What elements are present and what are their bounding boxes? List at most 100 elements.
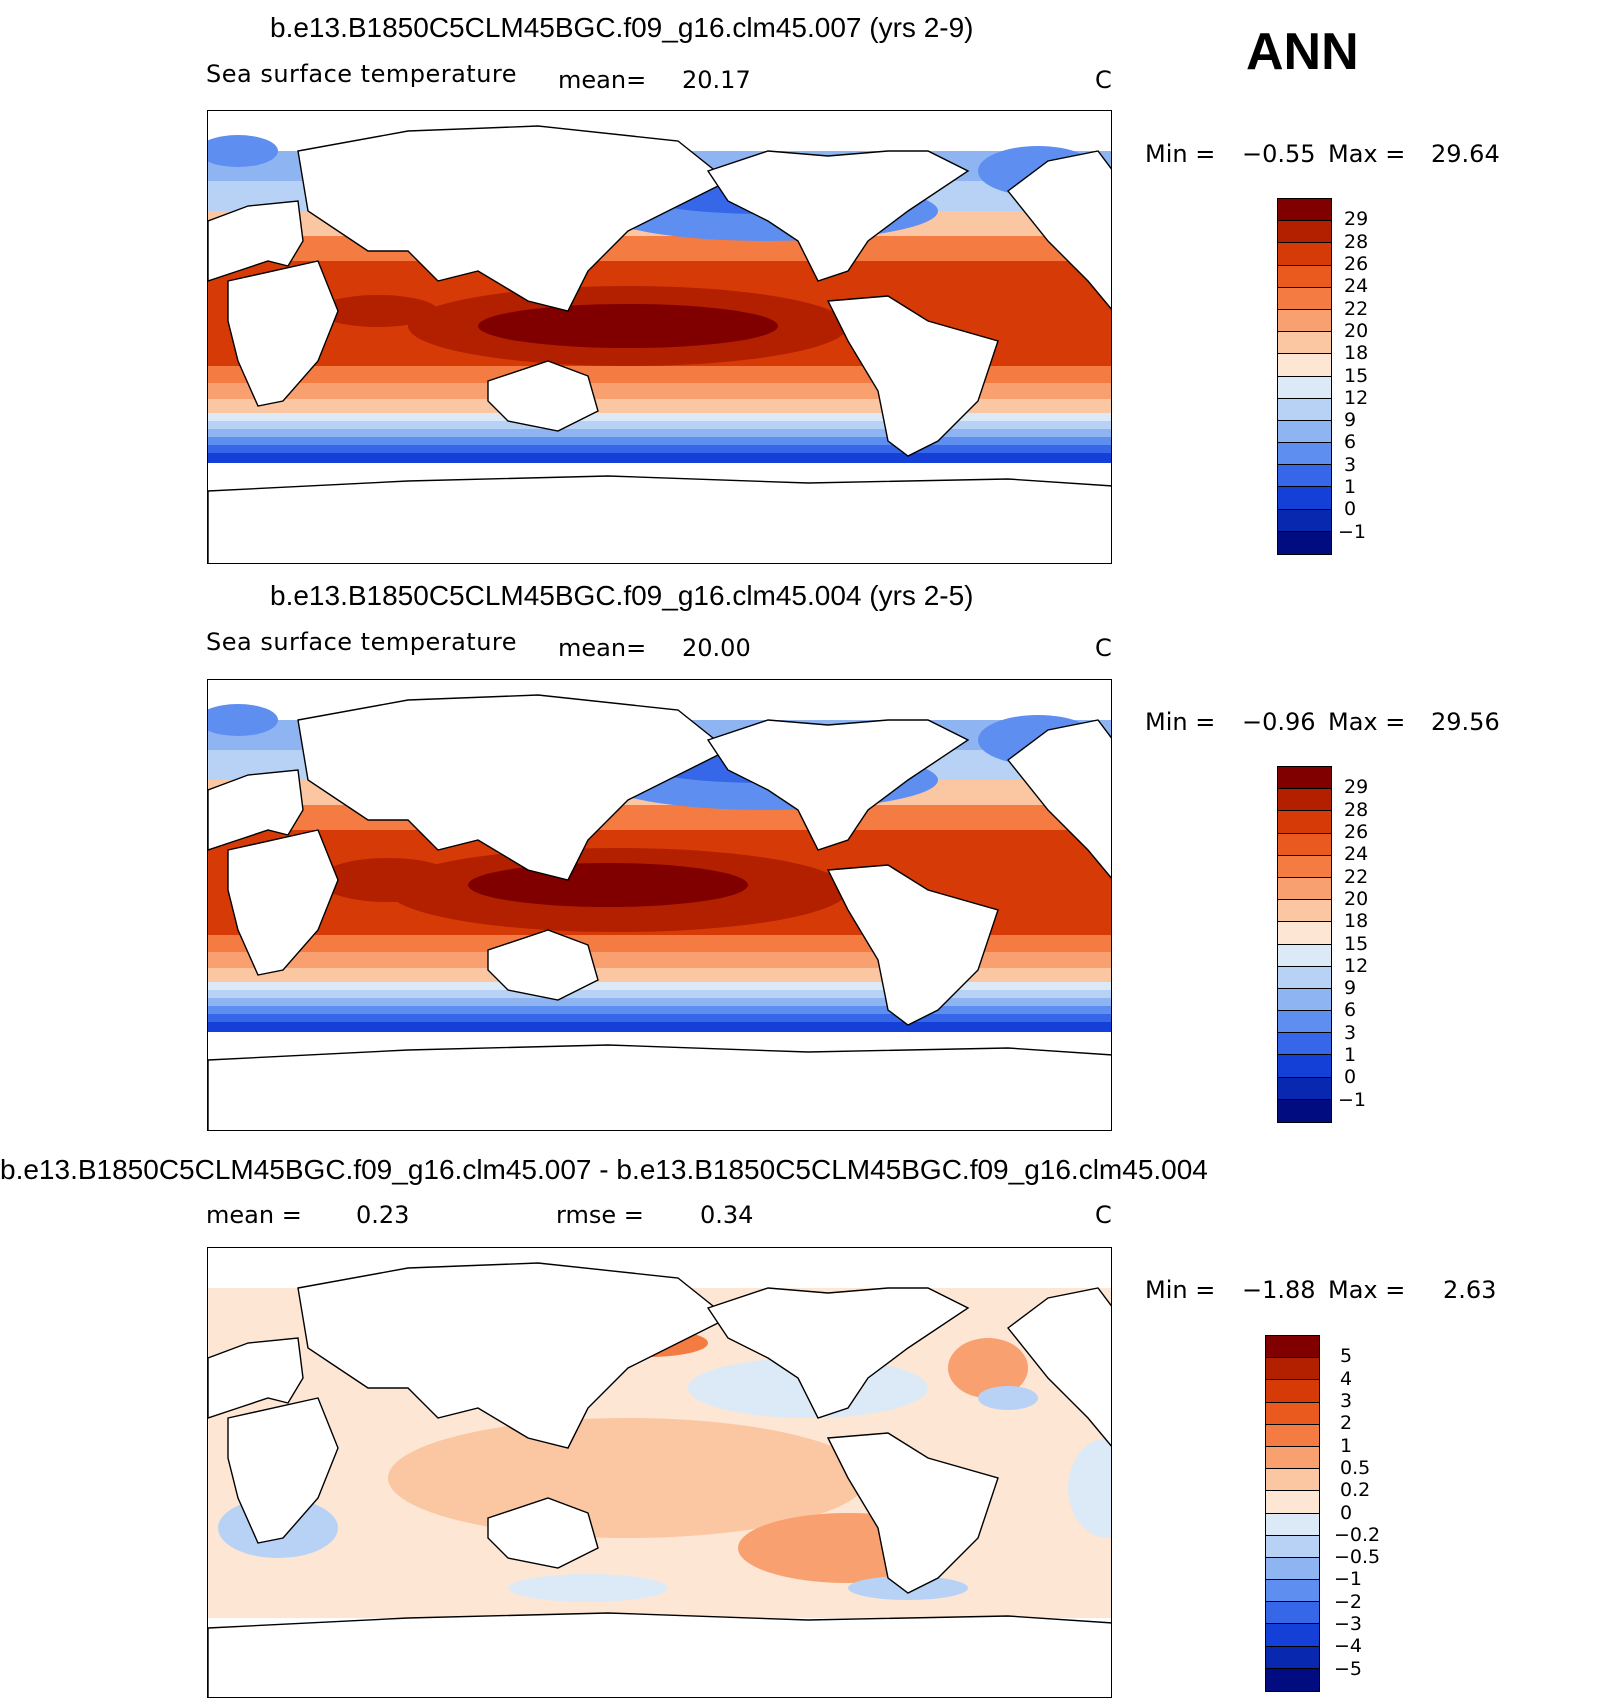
colorbar-segment bbox=[1278, 988, 1331, 1012]
colorbar-segment bbox=[1278, 487, 1331, 510]
colorbar-segment bbox=[1278, 900, 1331, 923]
colorbar-label: 15 bbox=[1344, 364, 1369, 387]
colorbar-segment bbox=[1278, 531, 1331, 554]
colorbar-label: 26 bbox=[1344, 820, 1369, 843]
panel1-sst-field bbox=[208, 111, 1111, 563]
panel1-map bbox=[207, 110, 1112, 564]
panel3-colorbar bbox=[1265, 1335, 1320, 1692]
colorbar-segment bbox=[1278, 767, 1331, 790]
colorbar-label: 3 bbox=[1344, 1021, 1357, 1044]
colorbar-label: 12 bbox=[1344, 386, 1369, 409]
panel2-map bbox=[207, 679, 1112, 1131]
colorbar-label: −0.2 bbox=[1334, 1523, 1381, 1546]
colorbar-label: 18 bbox=[1344, 910, 1369, 933]
colorbar-segment bbox=[1278, 398, 1331, 421]
panel2-sst-field bbox=[208, 680, 1111, 1130]
colorbar-segment bbox=[1266, 1424, 1319, 1447]
panel2-min-label: Min = bbox=[1145, 708, 1216, 736]
colorbar-label: 28 bbox=[1344, 798, 1369, 821]
colorbar-label: 0.2 bbox=[1340, 1479, 1371, 1502]
colorbar-segment bbox=[1278, 811, 1331, 834]
colorbar-label: 5 bbox=[1340, 1345, 1353, 1368]
colorbar-label: 20 bbox=[1344, 887, 1369, 910]
panel2-max-value: 29.56 bbox=[1431, 708, 1500, 736]
colorbar-label: 22 bbox=[1344, 865, 1369, 888]
colorbar-segment bbox=[1278, 354, 1331, 377]
colorbar-segment bbox=[1278, 265, 1331, 288]
colorbar-segment bbox=[1278, 221, 1331, 244]
colorbar-label: 1 bbox=[1344, 476, 1357, 499]
panel1-min-value: −0.55 bbox=[1242, 140, 1316, 168]
colorbar-label: 12 bbox=[1344, 954, 1369, 977]
colorbar-label: 1 bbox=[1340, 1434, 1353, 1457]
colorbar-segment bbox=[1266, 1358, 1319, 1381]
colorbar-segment bbox=[1278, 199, 1331, 222]
colorbar-segment bbox=[1278, 309, 1331, 333]
colorbar-label: 3 bbox=[1344, 453, 1357, 476]
colorbar-label: −0.5 bbox=[1334, 1546, 1381, 1569]
panel2-mean-label: mean= bbox=[558, 634, 647, 662]
colorbar-label: 28 bbox=[1344, 230, 1369, 253]
panel2-variable: Sea surface temperature bbox=[206, 628, 518, 656]
colorbar-label: 22 bbox=[1344, 297, 1369, 320]
colorbar-label: 15 bbox=[1344, 932, 1369, 955]
panel1-mean-value: 20.17 bbox=[682, 66, 751, 94]
panel2-mean-value: 20.00 bbox=[682, 634, 751, 662]
colorbar-label: −3 bbox=[1334, 1613, 1363, 1636]
panel1-min-label: Min = bbox=[1145, 140, 1216, 168]
colorbar-segment bbox=[1278, 944, 1331, 967]
colorbar-label: 24 bbox=[1344, 275, 1369, 298]
panel3-max-value: 2.63 bbox=[1443, 1276, 1497, 1304]
colorbar-label: 4 bbox=[1340, 1367, 1353, 1390]
colorbar-segment bbox=[1266, 1446, 1319, 1470]
colorbar-label: −2 bbox=[1334, 1590, 1363, 1613]
colorbar-segment bbox=[1266, 1535, 1319, 1558]
colorbar-label: 6 bbox=[1344, 999, 1357, 1022]
panel3-mean-label: mean = bbox=[206, 1201, 302, 1229]
colorbar-label: 20 bbox=[1344, 319, 1369, 342]
panel1-colorbar bbox=[1277, 198, 1332, 555]
colorbar-label: 0 bbox=[1344, 498, 1357, 521]
colorbar-label: 26 bbox=[1344, 252, 1369, 275]
panel2-colorbar bbox=[1277, 766, 1332, 1123]
colorbar-label: 1 bbox=[1344, 1044, 1357, 1067]
colorbar-label: 6 bbox=[1344, 431, 1357, 454]
colorbar-segment bbox=[1266, 1646, 1319, 1669]
panel3-mean-value: 0.23 bbox=[356, 1201, 410, 1229]
panel1-max-value: 29.64 bbox=[1431, 140, 1500, 168]
colorbar-segment bbox=[1266, 1624, 1319, 1647]
colorbar-segment bbox=[1266, 1580, 1319, 1603]
colorbar-segment bbox=[1278, 877, 1331, 901]
colorbar-segment bbox=[1278, 443, 1331, 466]
colorbar-label: −1 bbox=[1334, 1568, 1363, 1591]
colorbar-label: 9 bbox=[1344, 409, 1357, 432]
colorbar-label: 3 bbox=[1340, 1389, 1353, 1412]
colorbar-label: 0.5 bbox=[1340, 1456, 1371, 1479]
colorbar-segment bbox=[1278, 420, 1331, 444]
colorbar-segment bbox=[1278, 1011, 1331, 1034]
colorbar-segment bbox=[1278, 833, 1331, 856]
colorbar-segment bbox=[1266, 1336, 1319, 1359]
panel3-max-label: Max = bbox=[1328, 1276, 1406, 1304]
colorbar-segment bbox=[1266, 1513, 1319, 1536]
colorbar-segment bbox=[1266, 1557, 1319, 1581]
colorbar-label: 24 bbox=[1344, 843, 1369, 866]
panel3-rmse-value: 0.34 bbox=[700, 1201, 754, 1229]
colorbar-label: 0 bbox=[1344, 1066, 1357, 1089]
colorbar-segment bbox=[1266, 1491, 1319, 1514]
colorbar-segment bbox=[1266, 1668, 1319, 1691]
panel1-mean-label: mean= bbox=[558, 66, 647, 94]
colorbar-segment bbox=[1266, 1469, 1319, 1492]
colorbar-segment bbox=[1278, 287, 1331, 310]
colorbar-label: 18 bbox=[1344, 342, 1369, 365]
colorbar-segment bbox=[1278, 376, 1331, 399]
colorbar-label: 0 bbox=[1340, 1501, 1353, 1524]
panel3-map bbox=[207, 1247, 1112, 1698]
colorbar-segment bbox=[1278, 1099, 1331, 1122]
panel2-title: b.e13.B1850C5CLM45BGC.f09_g16.clm45.004 … bbox=[270, 580, 974, 611]
panel2-max-label: Max = bbox=[1328, 708, 1406, 736]
colorbar-segment bbox=[1266, 1402, 1319, 1425]
panel3-min-label: Min = bbox=[1145, 1276, 1216, 1304]
colorbar-segment bbox=[1278, 509, 1331, 532]
colorbar-label: −1 bbox=[1338, 1088, 1367, 1111]
